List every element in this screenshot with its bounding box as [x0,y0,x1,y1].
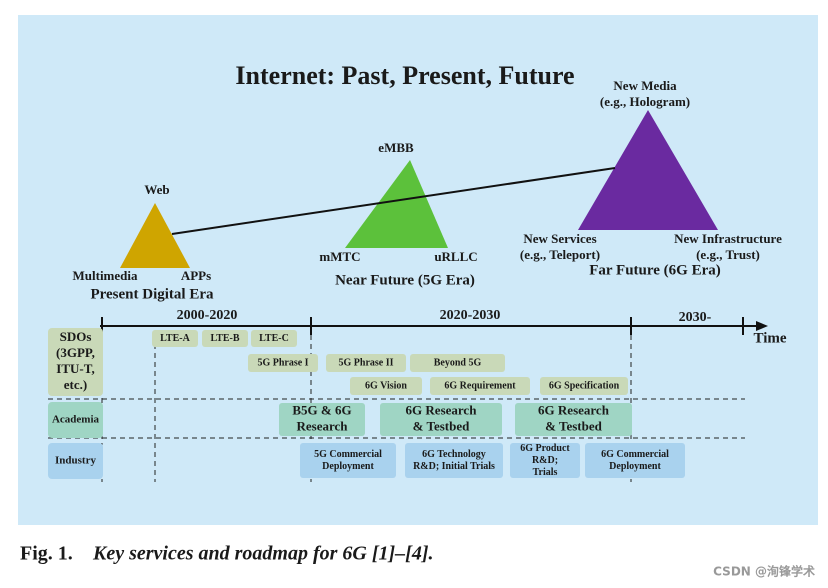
era-left-label: mMTC [319,249,360,264]
era-right-label: (e.g., Trust) [696,247,760,262]
roadmap-box [510,443,580,478]
roadmap-box-label: Research [296,418,348,433]
roadmap-box-label: Trials [533,467,558,478]
row-label: etc.) [64,377,87,392]
row-label: SDOs [60,329,92,344]
period-label: 2000-2020 [177,308,238,323]
title: Internet: Past, Present, Future [235,61,574,90]
row-label: (3GPP, [56,345,95,360]
era-right-label: APPs [181,268,211,283]
roadmap-box [350,377,422,395]
era-top-label: New Media [613,78,677,93]
roadmap-box [405,443,503,478]
roadmap-box [251,330,297,347]
roadmap-box-label: LTE-A [160,333,190,344]
era-top-label: (e.g., Hologram) [600,94,690,109]
roadmap-box-label: LTE-B [210,333,239,344]
roadmap-box-label: Beyond 5G [434,357,482,368]
era-top-label: Web [144,182,169,197]
era-right-label: uRLLC [434,249,477,264]
caption-label: Fig. 1. [20,543,73,565]
roadmap-box [410,354,505,372]
roadmap-box-label: 5G Phrase II [339,357,394,368]
era-left-label: New Services [523,231,596,246]
time-label: Time [753,330,786,346]
era-name: Near Future (5G Era) [335,272,475,288]
roadmap-box-label: 6G Research [406,402,478,417]
roadmap-box [152,330,198,347]
period-label: 2020-2030 [440,308,501,323]
era-right-label: New Infrastructure [674,231,782,246]
roadmap-box-label: R&D; [532,455,558,466]
roadmap-box [326,354,406,372]
roadmap-box [279,403,365,436]
roadmap-box-label: Deployment [609,461,661,472]
period-label: 2030- [679,310,712,325]
row-label-box [48,402,103,438]
roadmap-box-label: 5G Phrase I [257,357,308,368]
roadmap-box-label: 6G Vision [365,380,407,391]
trend-line [171,167,616,235]
roadmap-box-label: 6G Research [538,402,610,417]
row-label: ITU-T, [56,361,94,376]
roadmap-box-label: 6G Specification [549,380,620,391]
era-left-label: Multimedia [73,268,138,283]
row-label: Industry [55,455,96,467]
roadmap-box-label: 5G Commercial [314,449,382,460]
caption-text: Key services and roadmap for 6G [1]–[4]. [92,543,434,565]
roadmap-box [585,443,685,478]
roadmap-box-label: Deployment [322,461,374,472]
roadmap-box [300,443,396,478]
watermark: CSDN @洵锋学术 [713,564,815,579]
roadmap-box-label: & Testbed [413,418,470,433]
roadmap-box-label: LTE-C [259,333,289,344]
roadmap-box-label: & Testbed [545,418,602,433]
era-name: Far Future (6G Era) [589,262,721,278]
roadmap-box-label: 6G Technology [422,449,486,460]
roadmap-box [248,354,318,372]
roadmap-box [540,377,628,395]
roadmap-box-label: R&D; Initial Trials [413,461,495,472]
roadmap-box [430,377,530,395]
roadmap-box [202,330,248,347]
era-top-label: eMBB [378,140,414,155]
roadmap-box-label: 6G Product [520,443,570,454]
row-label: Academia [52,414,100,426]
row-label-box [48,328,103,396]
era-left-label: (e.g., Teleport) [520,247,600,262]
era-name: Present Digital Era [90,286,214,302]
roadmap-box [380,403,502,436]
roadmap-box [515,403,632,436]
panel [18,15,818,525]
triangle-present [120,203,190,268]
roadmap-box-label: 6G Commercial [601,449,669,460]
roadmap-box-label: B5G & 6G [292,402,351,417]
triangle-5g [345,160,448,248]
row-label-box [48,443,103,479]
time-arrow [756,321,768,331]
triangle-6g [578,110,718,230]
roadmap-box-label: 6G Requirement [444,380,516,391]
